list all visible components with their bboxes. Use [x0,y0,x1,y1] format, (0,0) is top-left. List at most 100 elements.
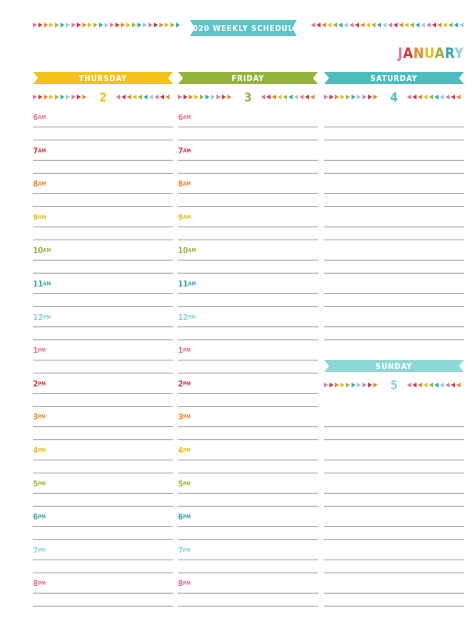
time-period: PM [38,348,46,354]
triangle-decoration [311,22,315,28]
triangle-decoration [178,94,182,100]
triangle-decoration [38,22,43,28]
time-period: PM [188,314,196,320]
triangle-decoration [294,94,298,100]
time-label: 6AM [178,113,191,122]
triangle-decoration [443,22,447,28]
time-label: 2PM [178,379,191,388]
triangle-decoration [407,382,411,388]
time-period: PM [38,481,46,487]
triangle-decoration [371,22,376,28]
time-hour: 6 [178,512,183,521]
triangle-decoration [344,22,348,28]
time-hour: 8 [178,579,183,588]
time-period: AM [183,181,191,187]
triangle-decoration [205,94,210,100]
triangle-decoration [44,22,48,28]
triangle-decoration [138,94,142,100]
triangle-decoration [351,382,356,388]
triangle-decoration [49,94,54,100]
time-hour: 8 [33,579,38,588]
time-label: 9AM [178,212,191,221]
time-label: 8PM [33,579,46,588]
triangle-decoration [200,94,204,100]
title-ribbon [190,20,297,36]
time-hour: 6 [33,113,38,122]
triangle-decoration [335,94,339,100]
time-period: PM [183,448,191,454]
triangle-decoration [227,94,232,100]
triangle-decoration [434,382,439,388]
day-date: 5 [390,379,398,393]
triangle-decoration [159,22,164,28]
time-period: PM [183,547,191,553]
triangle-decoration [71,94,76,100]
triangle-decoration [393,22,398,28]
triangle-decoration [55,22,59,28]
triangle-decoration [222,94,226,100]
triangle-decoration [412,94,417,100]
triangle-decoration [288,94,293,100]
triangle-decoration [448,22,453,28]
triangle-decoration [55,94,59,100]
time-hour: 6 [178,113,183,122]
triangle-decoration [333,22,337,28]
triangle-decoration [407,94,411,100]
triangle-decoration [33,22,37,28]
triangle-decoration [451,382,455,388]
triangle-decoration [329,94,334,100]
time-period: AM [43,248,51,254]
time-label: 3PM [33,412,46,421]
triangle-decoration [93,22,98,28]
triangle-decoration [368,382,372,388]
triangle-decoration [143,94,148,100]
triangle-decoration [316,22,321,28]
triangle-decoration [426,22,431,28]
triangle-decoration [346,94,350,100]
triangle-decoration [194,94,199,100]
triangle-decoration [357,94,361,100]
triangle-decoration [437,22,442,28]
time-label: 4PM [33,446,46,455]
triangle-decoration [373,94,378,100]
triangle-decoration [165,94,170,100]
time-hour: 4 [178,446,183,455]
triangle-decoration [82,94,87,100]
time-period: PM [38,547,46,553]
triangle-decoration [357,382,361,388]
triangle-decoration [388,22,392,28]
time-label: 7AM [33,146,46,155]
triangle-decoration [216,94,221,100]
triangle-decoration [44,94,48,100]
triangle-decoration [132,22,136,28]
time-period: PM [183,481,191,487]
triangle-decoration [432,22,436,28]
time-label: 6PM [178,512,191,521]
time-hour: 7 [33,146,38,155]
triangle-decoration [362,382,367,388]
time-label: 7PM [33,545,46,554]
triangle-decoration [189,94,193,100]
triangle-decoration [456,382,461,388]
time-hour: 5 [33,479,38,488]
time-period: AM [188,248,196,254]
time-period: PM [183,514,191,520]
triangle-decoration [148,22,153,28]
triangle-decoration [418,94,422,100]
triangle-decoration [399,22,403,28]
triangle-decoration [429,382,433,388]
triangle-decoration [176,22,180,28]
time-label: 8AM [33,179,46,188]
title: 2020 WEEKLY SCHEDULE [187,24,299,33]
time-label: 12PM [178,312,196,321]
triangle-decoration [33,94,37,100]
triangle-decoration [340,382,345,388]
triangle-decoration [77,94,81,100]
time-label: 9AM [33,212,46,221]
triangle-decoration [266,94,271,100]
triangle-decoration [299,94,304,100]
time-period: PM [43,314,51,320]
triangle-decoration [104,22,109,28]
triangle-decoration [49,22,54,28]
time-period: PM [183,348,191,354]
